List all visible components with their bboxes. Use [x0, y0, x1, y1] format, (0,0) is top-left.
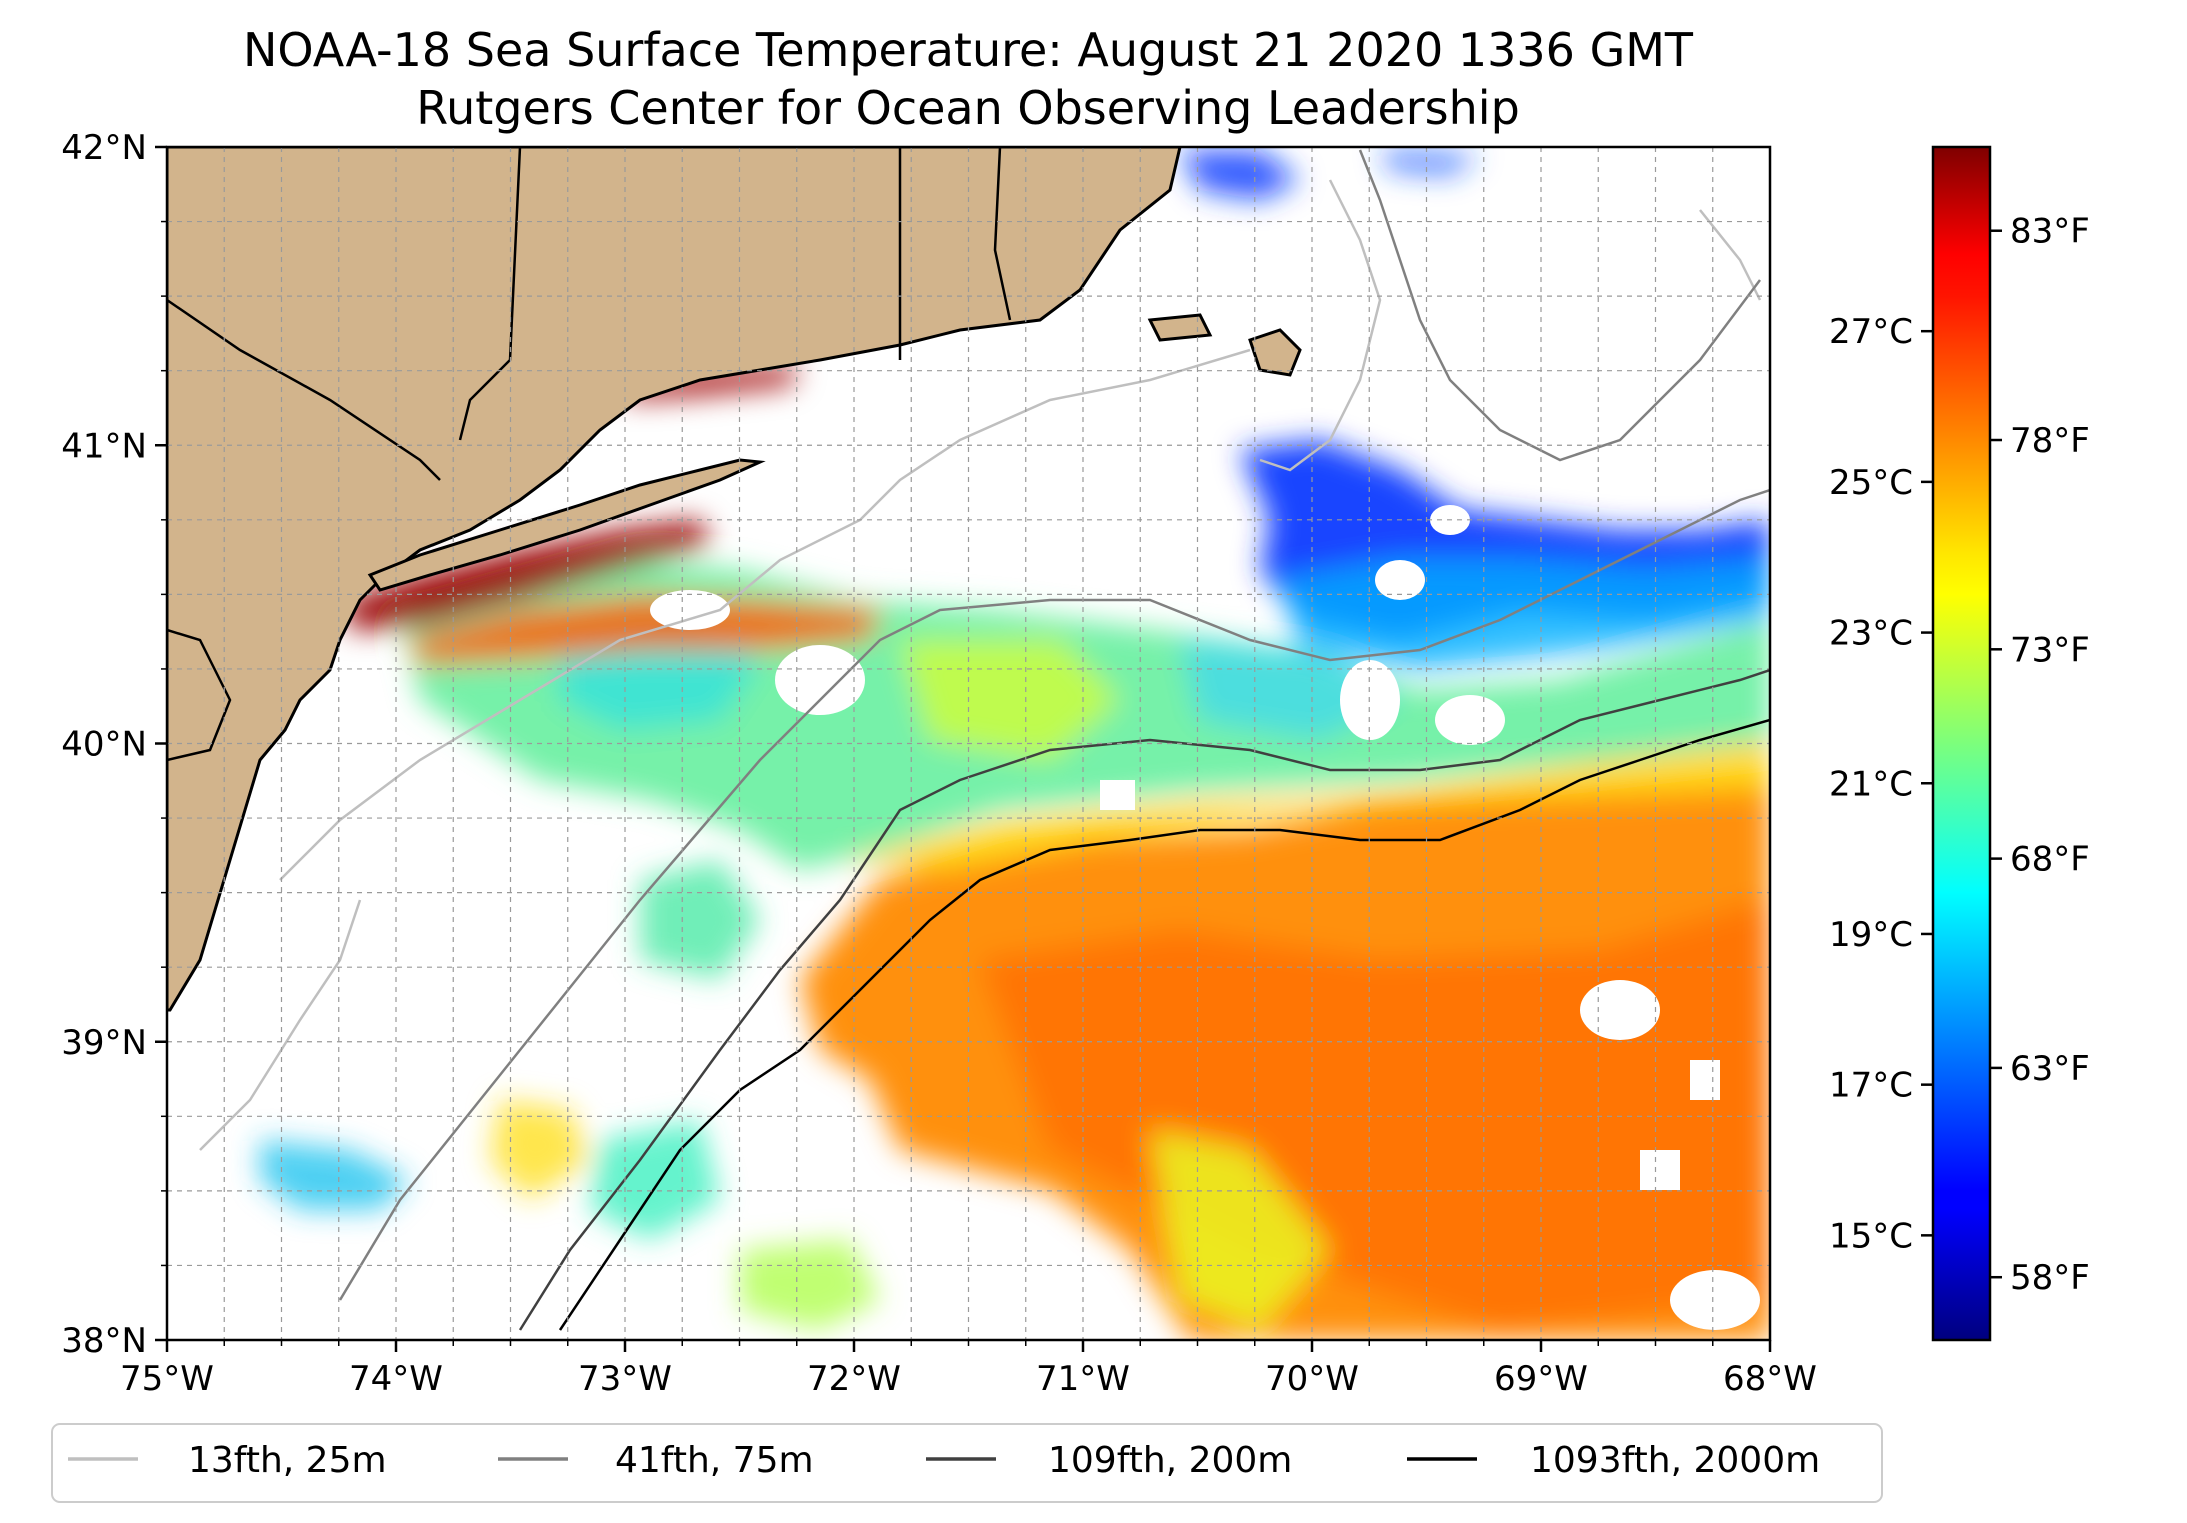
legend-label: 1093fth, 2000m [1530, 1440, 1820, 1481]
celsius-tick-label: 19°C [1829, 915, 1913, 955]
cloud-gap [1340, 660, 1400, 740]
sst-warm-east-yellow [1150, 1130, 1330, 1330]
legend-label: 13fth, 25m [188, 1440, 387, 1481]
bathymetry-contours [199, 149, 1770, 1331]
fahrenheit-tick-label: 78°F [2010, 421, 2090, 461]
sst-field [260, 150, 1770, 1340]
lon-tick-label: 71°W [1036, 1359, 1130, 1399]
sst-patch-midshelf [590, 1120, 720, 1240]
cloud-gap [1640, 1150, 1680, 1190]
fahrenheit-tick-label: 73°F [2010, 630, 2090, 670]
state-border [458, 147, 522, 441]
lon-tick-label: 75°W [120, 1359, 214, 1399]
lat-tick-label: 40°N [61, 725, 147, 765]
sst-patch-south-yellow [490, 1100, 590, 1200]
legend-item-75m: 41fth, 75m [498, 1440, 814, 1481]
cloud-gap [1375, 560, 1425, 600]
state-border [993, 147, 1012, 321]
lat-axis: 38°N 39°N 40°N 41°N 42°N [61, 128, 167, 1361]
lon-tick-label: 68°W [1723, 1359, 1817, 1399]
sst-warm-core [980, 900, 1770, 1330]
cloud-gap [775, 645, 865, 715]
legend-item-2000m: 1093fth, 2000m [1407, 1440, 1820, 1481]
land-northeast [167, 147, 1182, 1012]
sst-shelf-yellow [900, 640, 1120, 760]
contour-2000m [558, 718, 1770, 1331]
legend-label: 109fth, 200m [1048, 1440, 1292, 1481]
legend-label: 41fth, 75m [615, 1440, 814, 1481]
celsius-tick-label: 15°C [1829, 1216, 1913, 1256]
contour-25m [279, 348, 1251, 881]
fahrenheit-tick-label: 68°F [2010, 840, 2090, 880]
state-borders [167, 147, 1012, 762]
state-border [167, 298, 441, 481]
lat-tick-label: 39°N [61, 1023, 147, 1063]
contour-75m [338, 488, 1770, 1301]
colorbar-fahrenheit-axis: 58°F 63°F 68°F 73°F 78°F 83°F [1990, 212, 2090, 1298]
celsius-tick-label: 17°C [1829, 1066, 1913, 1106]
contour-75m [1358, 149, 1761, 462]
map-title: NOAA-18 Sea Surface Temperature: August … [243, 23, 1694, 77]
sst-cold-cape-cod [1380, 150, 1480, 175]
sst-patch-hudson [640, 860, 760, 980]
map-subtitle: Rutgers Center for Ocean Observing Leade… [416, 81, 1520, 135]
lat-tick-label: 41°N [61, 426, 147, 466]
sst-patch-southwest [260, 1140, 410, 1210]
legend-item-200m: 109fth, 200m [926, 1440, 1292, 1481]
lon-tick-label: 70°W [1265, 1359, 1359, 1399]
sst-cold-north [1180, 150, 1300, 200]
celsius-tick-label: 25°C [1829, 463, 1913, 503]
fahrenheit-tick-label: 63°F [2010, 1049, 2090, 1089]
lat-tick-label: 42°N [61, 128, 147, 168]
cloud-gap [1580, 980, 1660, 1040]
sst-coastal-hot [345, 520, 710, 630]
no-data-gaps [650, 505, 1760, 1330]
land-cape-cod [1248, 328, 1302, 377]
lon-tick-label: 74°W [349, 1359, 443, 1399]
legend-item-25m: 13fth, 25m [68, 1440, 387, 1481]
contour-legend: 13fth, 25m 41fth, 75m 109fth, 200m 1093f… [51, 1423, 1883, 1503]
legend-frame [51, 1423, 1883, 1503]
contour-25m [1259, 179, 1382, 472]
lon-tick-label: 69°W [1494, 1359, 1588, 1399]
land [167, 147, 1302, 1012]
cloud-gap [1100, 780, 1135, 810]
celsius-tick-label: 23°C [1829, 614, 1913, 654]
contour-25m [1699, 209, 1762, 301]
cloud-gap [1670, 1270, 1760, 1330]
map-panel [167, 147, 1770, 1340]
fahrenheit-tick-label: 58°F [2010, 1258, 2090, 1298]
celsius-tick-label: 21°C [1829, 764, 1913, 804]
sst-patch-south [740, 1240, 880, 1330]
lon-tick-label: 73°W [578, 1359, 672, 1399]
sst-warm-yellow-band [840, 740, 1770, 870]
fahrenheit-tick-label: 83°F [2010, 212, 2090, 252]
lon-axis: 75°W 74°W 73°W 72°W 71°W 70°W 69°W 68°W [120, 1340, 1817, 1399]
cloud-gap [1690, 1060, 1720, 1100]
cloud-gap [1435, 695, 1505, 745]
cloud-gap [650, 590, 730, 630]
lat-tick-label: 38°N [61, 1321, 147, 1361]
colorbar-celsius-axis: 15°C 17°C 19°C 21°C 23°C 25°C 27°C [1829, 312, 1933, 1256]
sst-coastal-orange [410, 595, 880, 665]
contour-200m [518, 668, 1770, 1331]
state-border [167, 628, 232, 762]
lon-tick-label: 72°W [807, 1359, 901, 1399]
contour-25m [199, 899, 362, 1151]
graticule [167, 147, 1770, 1340]
colorbar: 15°C 17°C 19°C 21°C 23°C 25°C 27°C 58°F 63°F 68°… [1829, 145, 2090, 1342]
land-nantucket [1147, 313, 1213, 342]
colorbar-gradient [1931, 145, 1992, 1342]
celsius-tick-label: 27°C [1829, 312, 1913, 352]
